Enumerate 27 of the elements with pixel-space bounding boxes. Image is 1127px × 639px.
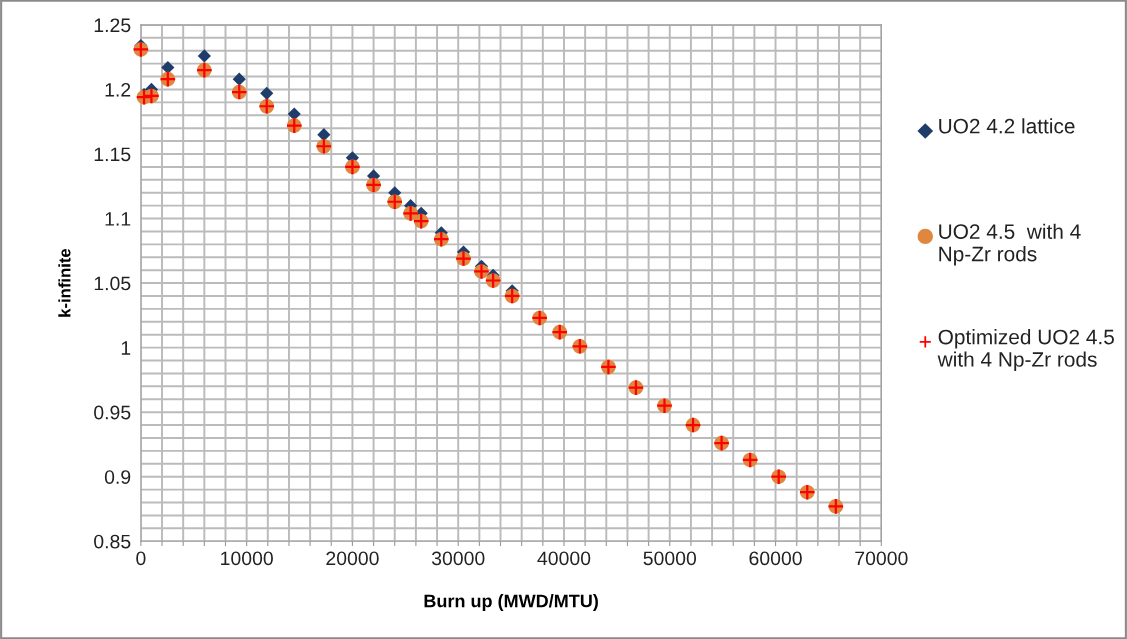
y-tick-label: 1.1: [105, 212, 131, 226]
y-tick-label: 1.25: [94, 18, 131, 33]
legend-label: Optimized UO2 4.5 with 4 Np-Zr rods: [937, 329, 1114, 371]
x-tick-label: 20000: [326, 551, 379, 566]
y-tick-label: 0.9: [104, 470, 131, 484]
x-tick-label: 0: [136, 551, 146, 566]
x-axis-title: Burn up (MWD/MTU): [424, 594, 598, 611]
y-tick-label: 0.95: [94, 405, 131, 420]
y-axis-title: k-infinite: [58, 248, 71, 317]
point: [260, 86, 274, 100]
x-tick-label: 60000: [749, 551, 802, 566]
point: [197, 49, 211, 63]
x-tick-label: 10000: [221, 551, 273, 566]
y-tick-label: 0.85: [94, 534, 131, 549]
x-tick-label: 30000: [431, 551, 485, 566]
y-tick-label: 1.15: [94, 147, 131, 162]
legend-label: UO2 4.2 lattice: [939, 118, 1075, 134]
x-tick-label: 70000: [855, 551, 908, 566]
y-tick-label: 1.05: [94, 276, 131, 291]
x-tick-label: 40000: [537, 551, 591, 566]
point: [317, 128, 331, 142]
point: [287, 107, 301, 121]
point: [232, 72, 246, 86]
y-tick-label: 1.2: [105, 82, 131, 97]
y-tick-label: 1: [121, 341, 131, 355]
legend-label: UO2 4.5 with 4 Np-Zr rods: [939, 223, 1081, 266]
x-tick-label: 50000: [643, 551, 697, 566]
